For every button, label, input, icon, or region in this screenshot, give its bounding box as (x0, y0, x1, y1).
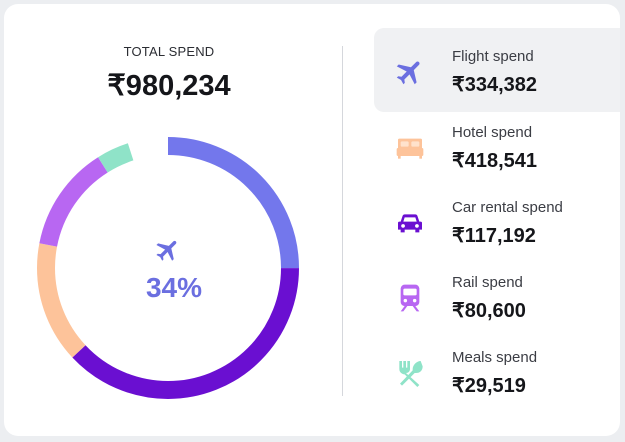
total-spend-value: ₹980,234 (107, 70, 231, 102)
donut-segment-flight-spend[interactable] (37, 137, 299, 399)
legend-label: Hotel spend (452, 124, 533, 141)
legend-item-hotel[interactable]: Hotel spend ₹418,541 (374, 108, 620, 183)
airplane-icon (156, 240, 177, 261)
legend-item-flight[interactable]: Flight spend ₹334,382 (374, 28, 620, 112)
spend-summary-card: TOTAL SPEND ₹980,234 34% Flight spend ₹3… (4, 4, 620, 436)
total-spend-label: TOTAL SPEND (123, 44, 215, 59)
cutlery-icon (399, 361, 423, 387)
legend-value: ₹117,192 (452, 225, 536, 247)
legend-item-car-rental[interactable]: Car rental spend ₹117,192 (374, 183, 620, 258)
spend-overview: TOTAL SPEND ₹980,234 34% (4, 4, 340, 436)
highlighted-percent: 34% (145, 272, 203, 303)
donut-segment-car-rental-spend[interactable] (37, 137, 299, 399)
divider (342, 46, 343, 396)
legend-item-meals[interactable]: Meals spend ₹29,519 (374, 333, 620, 408)
legend-label: Flight spend (452, 48, 534, 65)
spend-legend: Flight spend ₹334,382 Hotel spend ₹418,5… (374, 28, 620, 408)
spend-donut-chart (37, 137, 299, 399)
bed-icon (396, 138, 424, 159)
legend-label: Rail spend (452, 274, 523, 291)
car-icon (398, 214, 422, 233)
legend-item-rail[interactable]: Rail spend ₹80,600 (374, 258, 620, 333)
legend-label: Meals spend (452, 349, 538, 366)
legend-value: ₹29,519 (452, 375, 526, 397)
legend-label: Car rental spend (452, 199, 563, 216)
legend-value: ₹418,541 (452, 150, 538, 172)
airplane-icon (396, 61, 420, 85)
legend-value: ₹80,600 (452, 300, 526, 322)
train-icon (400, 284, 420, 312)
donut-segment-hotel-spend[interactable] (37, 137, 299, 399)
legend-value: ₹334,382 (452, 74, 538, 96)
